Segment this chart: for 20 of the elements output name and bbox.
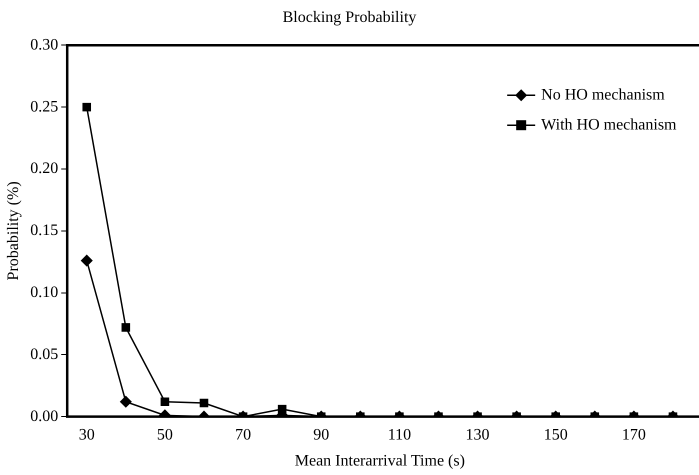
x-tick-label: 150 (544, 426, 568, 444)
x-tick-label: 30 (78, 426, 95, 444)
y-tick-label: 0.00 (30, 408, 58, 425)
y-tick-label: 0.30 (30, 36, 58, 54)
legend-label: No HO mechanism (541, 86, 666, 104)
x-tick-label: 170 (622, 426, 646, 444)
y-axis-title: Probability (%) (4, 181, 22, 280)
y-tick-label: 0.20 (30, 160, 58, 178)
x-tick-label: 110 (388, 426, 412, 444)
legend-label: With HO mechanism (541, 116, 678, 134)
chart-title: Blocking Probability (282, 8, 416, 26)
y-tick-label: 0.15 (30, 222, 58, 240)
x-axis-title: Mean Interarrival Time (s) (294, 452, 465, 470)
y-tick-label: 0.25 (30, 98, 58, 116)
y-tick-label: 0.10 (30, 284, 58, 302)
x-tick-label: 90 (313, 426, 330, 444)
x-tick-label: 130 (466, 426, 490, 444)
y-tick-label: 0.05 (30, 346, 58, 363)
x-tick-label: 70 (235, 426, 252, 444)
x-tick-label: 50 (156, 426, 173, 444)
